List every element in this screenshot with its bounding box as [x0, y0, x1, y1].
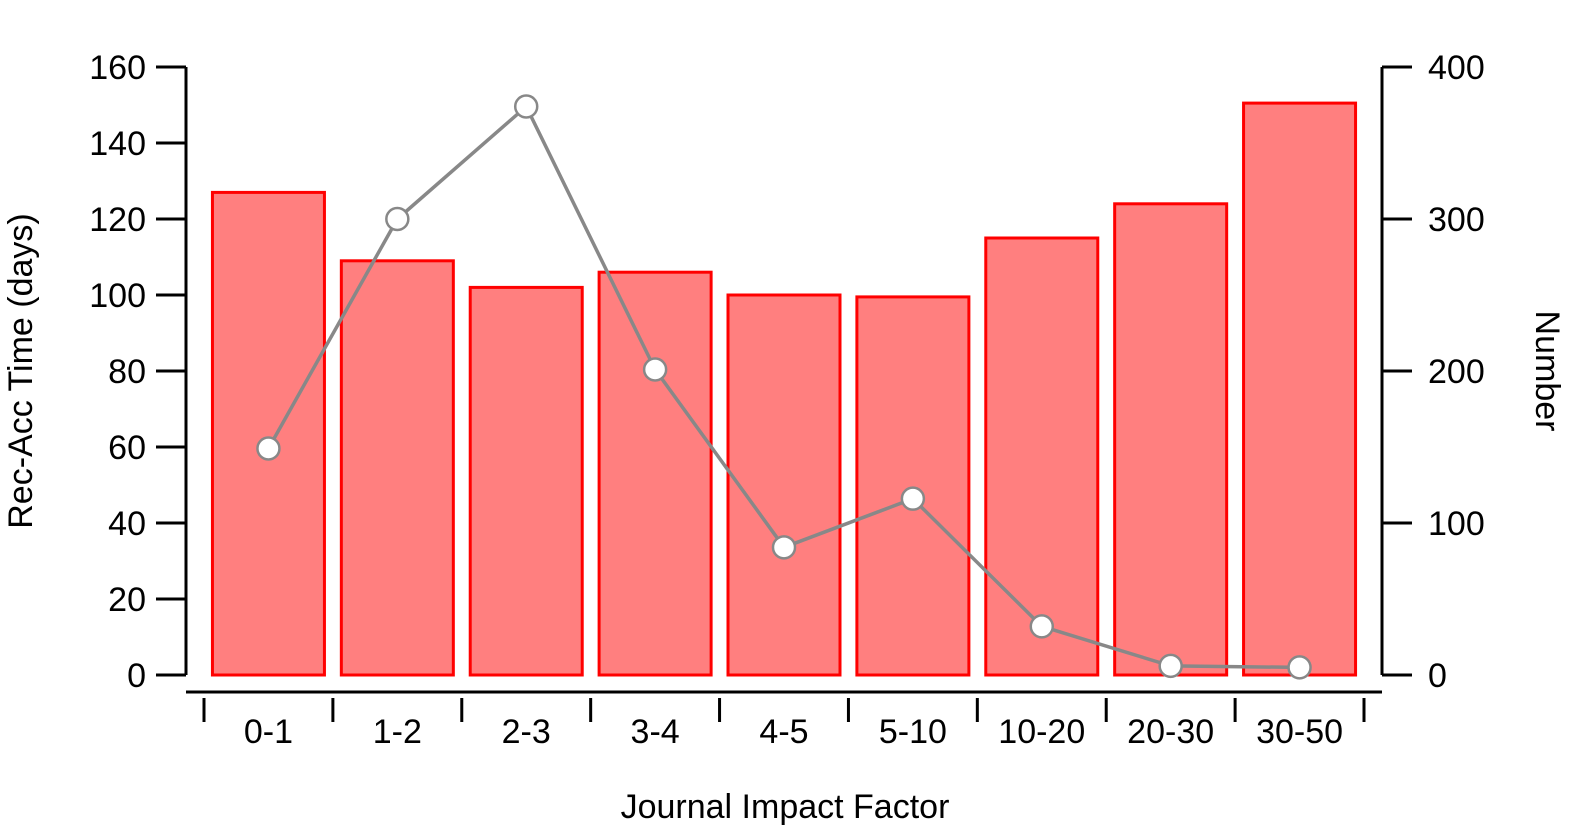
- x-tick-label: 20-30: [1127, 713, 1214, 751]
- line-point: [642, 357, 668, 382]
- line-point: [256, 436, 281, 461]
- tick-labels: 0 20 40 60 80 100 120 140 160 0 100 200 300 400 0-1 1-2…: [89, 49, 1484, 751]
- line-point: [1158, 653, 1183, 679]
- x-tick-label: 2-3: [502, 713, 551, 751]
- line-point: [771, 535, 797, 560]
- x-tick-label: 1-2: [373, 713, 422, 751]
- line-point: [900, 486, 926, 511]
- y2-axis-title: Number: [1528, 311, 1566, 432]
- y-tick-label: 60: [108, 429, 146, 467]
- y-axis-title: Rec-Acc Time (days): [2, 213, 40, 529]
- line-point: [385, 206, 410, 232]
- bar: [984, 236, 1100, 677]
- x-tick-label: 4-5: [759, 713, 808, 751]
- y2-tick-label: 200: [1428, 353, 1485, 391]
- bar: [1113, 202, 1229, 677]
- bar: [855, 295, 971, 677]
- bar: [339, 259, 455, 677]
- y-tick-label: 100: [89, 277, 146, 315]
- y2-tick-label: 0: [1428, 657, 1447, 695]
- x-tick-label: 10-20: [998, 713, 1085, 751]
- y2-tick-label: 300: [1428, 201, 1485, 239]
- line-series: [256, 94, 1312, 680]
- axes: [156, 65, 1412, 722]
- x-tick-label: 5-10: [879, 713, 947, 751]
- y-tick-label: 140: [89, 125, 146, 163]
- bar: [468, 285, 584, 677]
- y-tick-label: 160: [89, 49, 146, 87]
- x-tick-label: 3-4: [631, 713, 680, 751]
- bar: [726, 293, 842, 677]
- y-tick-label: 120: [89, 201, 146, 239]
- x-axis-title: Journal Impact Factor: [621, 788, 950, 826]
- y-tick-label: 80: [108, 353, 146, 391]
- y2-tick-label: 100: [1428, 505, 1485, 543]
- x-tick-label: 30-50: [1256, 713, 1343, 751]
- y-tick-label: 40: [108, 505, 146, 543]
- line-point: [513, 94, 539, 119]
- y-tick-label: 0: [127, 657, 146, 695]
- line-point: [1029, 614, 1055, 639]
- y-tick-label: 20: [108, 581, 146, 619]
- bar: [1242, 101, 1358, 677]
- bar-series: [210, 101, 1358, 677]
- bar: [597, 270, 713, 677]
- bar: [210, 190, 326, 677]
- line-point: [1287, 655, 1312, 680]
- x-tick-label: 0-1: [244, 713, 293, 751]
- y2-tick-label: 400: [1428, 49, 1485, 87]
